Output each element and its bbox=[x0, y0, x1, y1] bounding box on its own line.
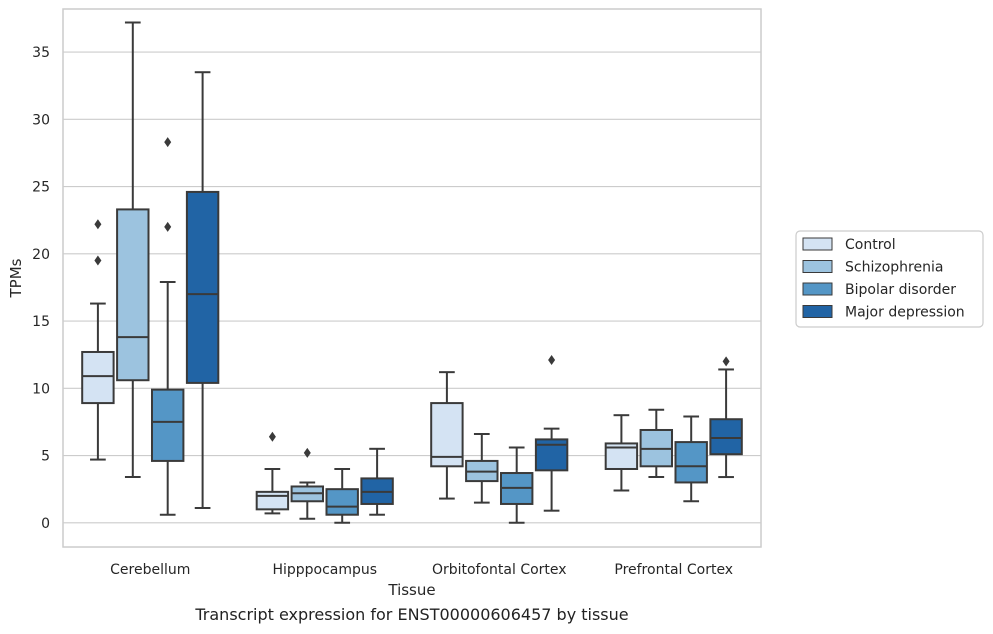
box-bipolar-disorder bbox=[674, 415, 708, 503]
box-body bbox=[116, 208, 150, 382]
box-body bbox=[674, 441, 708, 484]
outlier-point bbox=[164, 137, 172, 148]
box-body bbox=[185, 190, 220, 384]
x-tick-label: Hipppocampus bbox=[272, 562, 377, 578]
box-bipolar-disorder bbox=[325, 467, 359, 524]
legend: Control Schizophrenia Bipolar disorder Majo… bbox=[795, 230, 984, 328]
y-tick-label-0: 0 bbox=[41, 516, 50, 532]
box-control bbox=[255, 431, 290, 515]
x-tick-label: Cerebellum bbox=[110, 562, 190, 578]
box-schizophrenia bbox=[465, 433, 499, 504]
box-schizophrenia bbox=[290, 447, 325, 520]
legend-swatch bbox=[802, 305, 833, 318]
legend-swatch bbox=[802, 260, 833, 273]
outlier-point bbox=[94, 219, 102, 230]
y-tick-label-15: 15 bbox=[32, 314, 50, 330]
outlier-point bbox=[548, 355, 556, 366]
figure-caption: Transcript expression for ENST0000060645… bbox=[195, 605, 629, 624]
y-tick-label-20: 20 bbox=[32, 247, 50, 263]
outlier-point bbox=[268, 431, 276, 442]
y-axis-label: TPMs bbox=[7, 258, 25, 298]
x-tick-labels: Cerebellum Hipppocampus Orbitofontal Corte… bbox=[110, 562, 733, 578]
box-body bbox=[709, 418, 743, 456]
box-control bbox=[604, 414, 639, 492]
box-major-depression bbox=[185, 71, 220, 509]
legend-swatch bbox=[802, 237, 833, 251]
outlier-point bbox=[164, 221, 172, 232]
legend-label: Control bbox=[845, 237, 896, 253]
y-tick-label-25: 25 bbox=[32, 180, 50, 196]
box-bipolar-disorder bbox=[499, 446, 534, 524]
box-major-depression bbox=[709, 356, 743, 479]
x-axis-label: Tissue bbox=[387, 581, 435, 599]
box-control bbox=[430, 371, 464, 500]
box-schizophrenia bbox=[116, 21, 150, 479]
outlier-point bbox=[94, 255, 102, 266]
box-body bbox=[430, 402, 464, 468]
outlier-point bbox=[303, 447, 311, 458]
x-tick-label: Orbitofontal Cortex bbox=[432, 562, 567, 578]
box-major-depression bbox=[534, 355, 569, 512]
legend-label: Bipolar disorder bbox=[845, 282, 956, 298]
legend-swatch bbox=[802, 282, 833, 296]
boxes-layer bbox=[81, 21, 743, 524]
box-control bbox=[81, 219, 115, 461]
box-bipolar-disorder bbox=[150, 137, 185, 516]
y-tick-label-10: 10 bbox=[32, 381, 50, 397]
legend-frame bbox=[795, 230, 984, 328]
box-body bbox=[255, 490, 290, 511]
y-tick-label-35: 35 bbox=[32, 45, 50, 61]
outlier-point bbox=[722, 356, 730, 367]
box-body bbox=[81, 350, 115, 405]
box-schizophrenia bbox=[639, 408, 674, 479]
y-tick-label-30: 30 bbox=[32, 112, 50, 128]
x-tick-label: Prefrontal Cortex bbox=[614, 562, 733, 578]
legend-label: Major depression bbox=[845, 305, 965, 321]
y-tick-labels: 0 5 10 15 20 25 30 35 bbox=[32, 45, 50, 532]
box-major-depression bbox=[360, 447, 394, 516]
box-body bbox=[150, 388, 185, 462]
plot-frame bbox=[62, 8, 762, 548]
legend-label: Schizophrenia bbox=[845, 260, 943, 276]
y-tick-label-5: 5 bbox=[41, 449, 50, 465]
box-body bbox=[325, 488, 359, 516]
